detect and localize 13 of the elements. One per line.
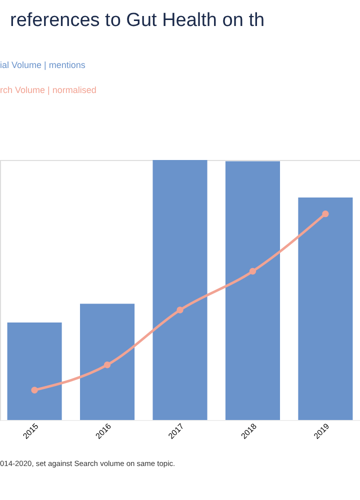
bar xyxy=(80,304,135,420)
bar xyxy=(7,322,62,420)
text: rch Volume | normalised xyxy=(0,85,96,95)
text: ial Volume | mentions xyxy=(0,60,86,70)
point xyxy=(176,306,184,314)
bar xyxy=(225,161,280,420)
point xyxy=(104,362,111,368)
chart-title: references to Gut Health on th xyxy=(10,10,265,31)
point xyxy=(322,210,329,218)
point xyxy=(31,386,38,394)
bar xyxy=(152,160,208,420)
bar xyxy=(298,197,353,420)
point xyxy=(249,268,256,275)
